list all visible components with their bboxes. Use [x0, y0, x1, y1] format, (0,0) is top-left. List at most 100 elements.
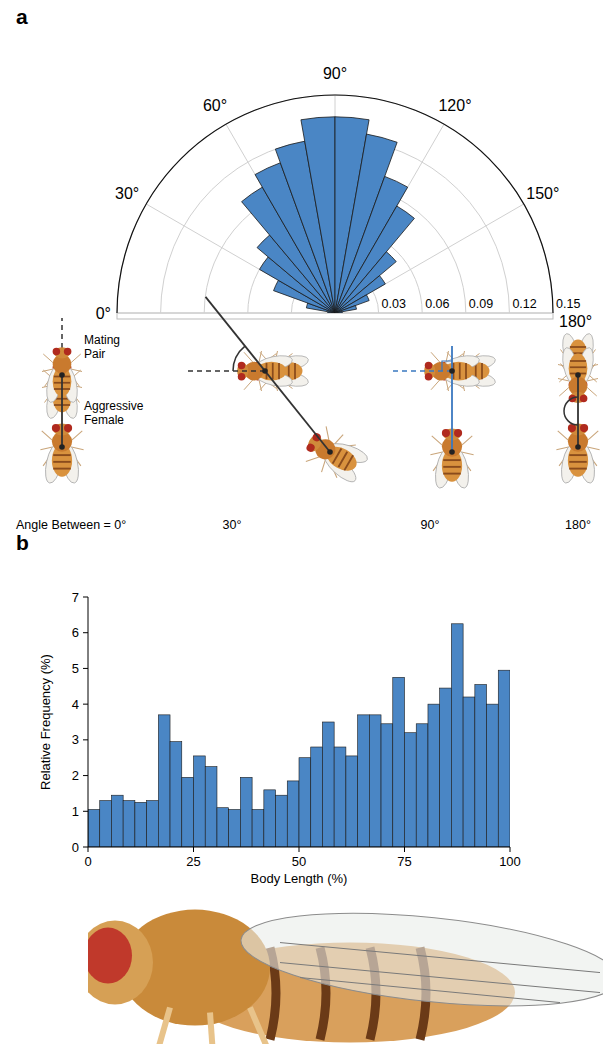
y-tick-label: 5 — [72, 661, 79, 676]
histogram-bar — [276, 795, 288, 847]
histogram-bar — [88, 810, 100, 848]
y-tick — [83, 811, 88, 812]
center-dot — [575, 372, 581, 378]
histogram-bar — [240, 777, 252, 847]
histogram-bar — [205, 767, 217, 847]
y-tick — [83, 632, 88, 633]
histogram-bar — [299, 758, 311, 847]
histogram-bar — [100, 801, 112, 847]
histogram-bar — [170, 742, 182, 847]
y-tick-label: 4 — [72, 697, 79, 712]
wedges — [242, 117, 415, 313]
fly-eye — [52, 424, 60, 432]
fly-stripe — [570, 346, 586, 348]
histogram-bar — [475, 685, 487, 848]
photo-leg — [250, 1008, 280, 1044]
y-tick-label: 7 — [72, 590, 79, 605]
reference-line — [392, 370, 452, 372]
histogram-bar — [322, 722, 334, 847]
histogram-bar — [463, 697, 475, 847]
radial-tick-label: 0.06 — [425, 297, 449, 311]
fly-eye — [425, 362, 433, 370]
x-tick — [299, 847, 300, 852]
reference-line — [188, 370, 265, 372]
y-tick-label: 6 — [72, 625, 79, 640]
x-axis-title: Body Length (%) — [251, 871, 348, 886]
histogram-bar — [416, 724, 428, 847]
histogram-bar — [147, 801, 159, 847]
fly-stripe — [481, 363, 483, 379]
photo-vein — [300, 978, 560, 1003]
y-tick — [83, 704, 88, 705]
fly-eye — [425, 373, 433, 381]
fly-stripe — [278, 363, 280, 379]
angle-tick-label: 120° — [438, 97, 471, 114]
panel-label: a — [16, 5, 28, 28]
center-dot — [262, 368, 268, 374]
angle-tick-label: 0° — [96, 305, 111, 322]
annotation: MatingPair — [84, 333, 120, 361]
histogram-bar — [381, 724, 393, 847]
histogram-bar — [369, 715, 381, 847]
x-tick-label: 50 — [292, 854, 306, 869]
fly-stripe — [569, 461, 587, 463]
fly-eye — [580, 395, 588, 403]
y-tick — [83, 668, 88, 669]
fly-eye — [454, 429, 462, 437]
fly-eye — [64, 424, 72, 432]
histogram-bar — [111, 795, 123, 847]
photo-leg — [150, 1008, 170, 1044]
histogram-bar — [217, 808, 229, 847]
x-tick-label: 75 — [397, 854, 411, 869]
figure: a0°30°60°90°120°150°180°0.030.060.090.12… — [0, 0, 609, 1048]
center-dot — [449, 449, 455, 455]
histogram-bar — [451, 624, 463, 847]
histogram-bar — [498, 670, 510, 847]
annotation-line: Aggressive — [84, 399, 144, 413]
center-dot — [59, 372, 65, 378]
y-tick — [83, 847, 88, 848]
fly-abdomen — [52, 444, 72, 476]
baseline — [117, 313, 553, 319]
histogram-bar — [358, 715, 370, 847]
fly-stripe — [53, 468, 71, 470]
grid-spoke — [335, 313, 553, 314]
histogram-bar — [135, 802, 147, 847]
fly-stripe — [570, 366, 586, 368]
fly-illustration — [299, 421, 374, 489]
angle-tick-label: 60° — [203, 97, 227, 114]
rose-wedge — [335, 295, 369, 313]
histogram-bar — [440, 688, 452, 847]
fly-stripe — [294, 363, 296, 379]
center-dot — [327, 449, 333, 455]
photo-vein — [280, 963, 600, 993]
histogram-bar — [287, 781, 299, 847]
panel-a: a0°30°60°90°120°150°180°0.030.060.090.12… — [16, 5, 592, 330]
radial-tick-label: 0.15 — [556, 297, 580, 311]
fly-eye — [238, 362, 246, 370]
fly-eye — [64, 348, 72, 356]
fly-stripe — [53, 461, 71, 463]
fly-eye — [305, 442, 316, 453]
x-tick — [404, 847, 405, 852]
annotation: Angle Between = 0° — [16, 518, 126, 532]
histogram-bar — [311, 747, 323, 847]
annotation: 30° — [223, 518, 242, 532]
fly-stripe — [459, 363, 461, 379]
histogram-bar — [182, 777, 194, 847]
fly-stripe — [569, 468, 587, 470]
grid-spoke — [117, 313, 335, 314]
y-tick — [83, 597, 88, 598]
histogram-bar — [334, 747, 346, 847]
grid-ring — [117, 95, 553, 313]
photo-eye — [88, 928, 132, 984]
rose-wedge — [335, 176, 408, 313]
fly-stripe — [443, 459, 461, 461]
histogram-bar — [487, 704, 499, 847]
angle-line — [61, 375, 63, 447]
photo-wing — [237, 905, 603, 1021]
outer-arc — [117, 95, 553, 313]
fly-stripe — [465, 363, 467, 379]
fly-abdomen — [442, 449, 462, 481]
x-tick-label: 100 — [499, 854, 521, 869]
